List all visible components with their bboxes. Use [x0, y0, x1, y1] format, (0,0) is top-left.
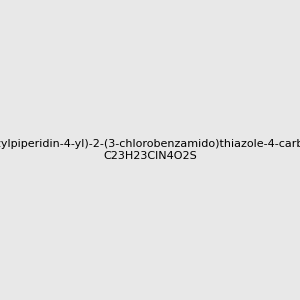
Text: N-(1-Benzylpiperidin-4-yl)-2-(3-chlorobenzamido)thiazole-4-carboxamide
C23H23ClN: N-(1-Benzylpiperidin-4-yl)-2-(3-chlorobe…: [0, 139, 300, 161]
